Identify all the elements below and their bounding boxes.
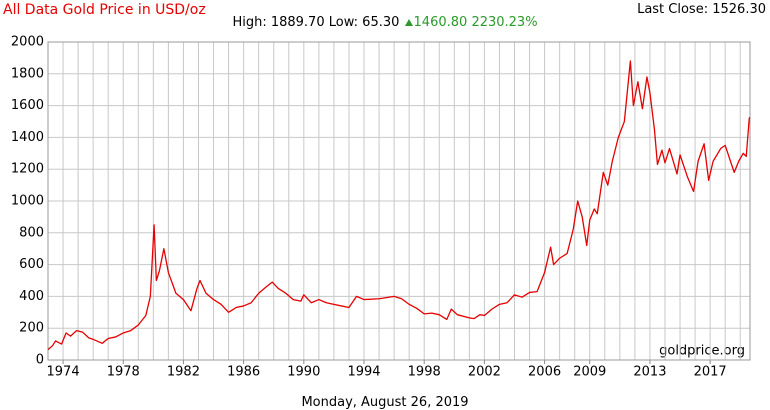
high-label: High: (232, 15, 267, 30)
y-tick-label: 400 (19, 289, 44, 304)
x-tick-label: 2017 (694, 365, 727, 380)
x-tick-label: 2006 (528, 365, 561, 380)
change: 1460.80 (413, 15, 468, 30)
y-tick-label: 1600 (11, 98, 44, 113)
x-tick-label: 1978 (107, 365, 140, 380)
x-tick-label: 2002 (468, 365, 501, 380)
price-line (47, 60, 751, 351)
y-tick-label: 600 (19, 257, 44, 272)
last-close-label: Last Close: (637, 2, 709, 17)
last-close-value: 1526.30 (712, 2, 766, 17)
x-tick-label: 1998 (408, 365, 441, 380)
high-value: 1889.70 (270, 15, 325, 30)
x-tick-label: 2009 (573, 365, 606, 380)
y-tick-label: 1000 (11, 194, 44, 209)
x-tick-label: 1974 (47, 365, 80, 380)
y-tick-label: 800 (19, 225, 44, 240)
date: Monday, August 26, 2019 (301, 395, 469, 410)
y-tick-label: 1400 (11, 130, 44, 145)
y-tick-label: 0 (36, 353, 44, 368)
last-close: Last Close: 1526.30 (637, 2, 766, 17)
watermark: goldprice.org (659, 344, 745, 359)
x-tick-label: 2013 (633, 365, 666, 380)
y-tick-label: 1800 (11, 66, 44, 81)
low-label: Low: (328, 15, 359, 30)
up-arrow (404, 19, 413, 26)
y-tick-label: 200 (19, 321, 44, 336)
low-value: 65.30 (362, 15, 400, 30)
stats: High: 1889.70 Low: 65.30 1460.80 2230.23… (0, 15, 770, 30)
y-tick-label: 2000 (11, 35, 44, 50)
chart: goldprice.org 0 200 400 600 800 1000 1200 1400 1… (11, 35, 751, 380)
y-tick-label: 1200 (11, 162, 44, 177)
chart-title: All Data Gold Price in USD/oz (3, 2, 206, 18)
x-tick-label: 1986 (227, 365, 260, 380)
x-tick-label: 1994 (347, 365, 380, 380)
x-tick-label: 1982 (167, 365, 200, 380)
x-tick-label: 1990 (287, 365, 320, 380)
change-pct: 2230.23% (471, 15, 538, 30)
plot-border (47, 41, 751, 361)
